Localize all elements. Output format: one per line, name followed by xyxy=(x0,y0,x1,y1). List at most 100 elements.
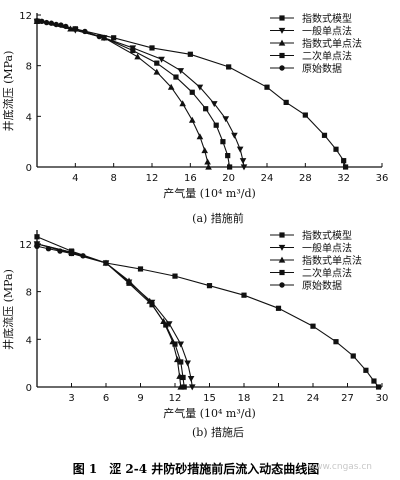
chart-a-series-1-point xyxy=(158,56,165,63)
chart-b-series-1-point xyxy=(187,376,195,383)
chart-a-series-1-point xyxy=(240,164,248,171)
chart-b-series-3-line xyxy=(36,236,185,388)
chart-b-series-1-point xyxy=(184,360,191,367)
chart-a-series-1-point xyxy=(196,84,204,91)
chart-b-series-0-point xyxy=(310,323,316,329)
chart-a-series-1-point xyxy=(239,158,247,165)
chart-a-series-3-point xyxy=(154,60,160,66)
chart-a-legend-marker xyxy=(279,65,285,71)
chart-a-series-3-point xyxy=(213,122,219,128)
chart-a-legend-label: 二次单点法 xyxy=(302,50,352,63)
chart-b-x-tick-label: 24 xyxy=(307,393,320,404)
chart-a-legend-marker xyxy=(278,27,286,34)
chart-b-series-3-point xyxy=(178,359,184,365)
chart-b-series-4-point xyxy=(68,250,75,257)
chart-b-y-tick-label: 4 xyxy=(26,335,32,346)
chart-b-y-tick-label: 8 xyxy=(26,288,32,299)
chart-a-legend-marker xyxy=(278,39,286,46)
chart-b-series-0-point xyxy=(375,384,382,390)
chart-b-x-tick-label: 6 xyxy=(103,393,109,404)
chart-a-series-0-point xyxy=(226,64,232,70)
chart-a-series-0-point xyxy=(342,164,349,170)
chart-a-series-0-point xyxy=(264,84,270,90)
chart-b-series-3-point xyxy=(149,302,155,308)
chart-b-legend-label: 原始数据 xyxy=(302,279,342,292)
chart-b-series-0-point xyxy=(172,273,178,279)
chart-b-legend-marker xyxy=(278,244,286,251)
chart-a-y-tick-label: 4 xyxy=(26,112,32,123)
chart-b-y-tick-label: 0 xyxy=(26,383,32,394)
chart-a-series-1-line xyxy=(36,20,245,168)
chart-b-series-1-line xyxy=(36,243,193,388)
chart-a-series-4-point xyxy=(96,33,102,40)
chart-b-x-tick-label: 12 xyxy=(169,393,182,404)
chart-b-series-0-point xyxy=(206,283,213,289)
chart-b-x-tick-label: 21 xyxy=(272,393,285,404)
chart-a-x-tick-label: 24 xyxy=(261,173,274,184)
chart-b-x-axis-label: 产气量 (10⁴ m³/d) xyxy=(163,406,256,420)
chart-a-x-tick-label: 12 xyxy=(146,173,159,184)
chart-a-series-4-point xyxy=(48,20,55,26)
chart-a-series-4-point xyxy=(43,19,50,26)
chart-b-series-0-point xyxy=(241,292,247,298)
chart-a-series-2-point xyxy=(167,83,175,90)
chart-b-after-measures: 3 6 9 12 15 18 21 24 27 30 0 4 8 12 产气量 (10⁴ m³/d) 井底流压… xyxy=(1,229,388,420)
chart-a-series-2-point xyxy=(188,116,196,123)
chart-a-series-0-point xyxy=(321,132,328,138)
chart-b-series-4-point xyxy=(34,243,40,250)
chart-a-series-2-point xyxy=(179,100,186,107)
chart-a-series-1-point xyxy=(236,146,244,153)
chart-b-series-3-point xyxy=(181,384,187,390)
chart-a-series-3-point xyxy=(173,74,179,80)
chart-a-series-3-point xyxy=(189,89,195,95)
chart-a-y-tick-label: 8 xyxy=(26,62,32,73)
chart-b-x-tick-label: 18 xyxy=(238,393,251,404)
chart-a-legend-label: 指数式模型 xyxy=(302,12,352,25)
chart-a-before-measures: 4 8 12 16 20 24 28 32 36 0 4 8 12 产气量 (10⁴ m³/d) 井底流压 … xyxy=(1,11,388,200)
chart-a-series-0-point xyxy=(283,99,289,105)
chart-b-series-3-point xyxy=(126,280,132,286)
chart-b-y-axis-label: 井底流压 (MPa) xyxy=(1,269,15,350)
chart-b-series-0-point xyxy=(371,378,377,384)
chart-a-legend-label: 原始数据 xyxy=(302,62,342,75)
chart-a-legend-label: 一般单点法 xyxy=(302,25,352,38)
chart-a-legend-marker xyxy=(279,52,285,59)
chart-b-legend-marker xyxy=(279,269,285,276)
watermark: www.cngas.cn xyxy=(308,462,372,472)
chart-b-caption: (b) 措施后 xyxy=(192,425,244,439)
chart-a-series-4-point xyxy=(53,21,59,28)
chart-b-legend-label: 指数式模型 xyxy=(302,229,352,242)
chart-a-series-2-point xyxy=(205,163,212,170)
chart-a-series-3-point xyxy=(225,153,231,159)
chart-b-series-4-point xyxy=(45,245,52,252)
chart-b-series-1-point xyxy=(177,341,185,348)
chart-a-series-1-point xyxy=(210,101,218,108)
chart-a-series-4-point xyxy=(63,23,69,30)
chart-b-legend-label: 一般单点法 xyxy=(302,242,352,255)
chart-b-legend-label: 二次单点法 xyxy=(302,267,352,280)
chart-a-x-tick-label: 32 xyxy=(337,173,350,184)
chart-a-series-1-point xyxy=(177,68,185,75)
chart-a-series-2-point xyxy=(201,147,209,154)
chart-a-series-1-point xyxy=(231,132,238,139)
chart-a-x-axis-label: 产气量 (10⁴ m³/d) xyxy=(163,186,256,200)
chart-a-x-tick-label: 20 xyxy=(222,173,235,184)
chart-a-series-2-point xyxy=(153,68,161,75)
chart-a-series-2-point xyxy=(134,53,141,60)
chart-b-series-3-point xyxy=(172,341,178,347)
chart-a-series-0-point xyxy=(302,112,308,118)
chart-a-series-3-point xyxy=(130,47,136,54)
chart-a-x-tick-label: 8 xyxy=(110,173,116,184)
chart-a-x-tick-label: 16 xyxy=(184,173,197,184)
chart-b-series-3-point xyxy=(34,234,40,240)
chart-b-legend-marker xyxy=(279,282,285,288)
chart-a-legend-marker xyxy=(279,15,285,21)
chart-a-series-4-point xyxy=(82,28,88,35)
chart-b-legend-marker xyxy=(279,232,285,238)
chart-b-series-0-point xyxy=(137,266,144,272)
chart-a-y-tick-label: 12 xyxy=(19,11,32,22)
chart-a-y-axis-label: 井底流压 (MPa) xyxy=(1,51,15,132)
chart-b-legend-marker xyxy=(278,256,286,263)
chart-b-series-4-point xyxy=(57,248,63,254)
chart-b-x-tick-label: 9 xyxy=(137,393,143,404)
